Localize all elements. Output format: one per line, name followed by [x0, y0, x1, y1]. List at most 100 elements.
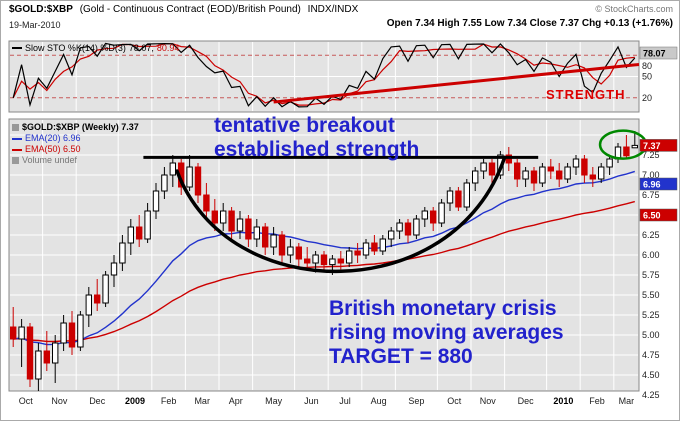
- y-tick-label: 4.50: [642, 370, 660, 380]
- x-month-label: 2010: [553, 396, 573, 406]
- sto-d-line: [12, 43, 635, 106]
- chart-header: $GOLD:$XBP (Gold - Continuous Contract (…: [9, 4, 358, 15]
- candle-body: [371, 242, 378, 252]
- legend-symbol-label: $GOLD:$XBP (Weekly) 7.37: [22, 122, 139, 132]
- ticker-description: (Gold - Continuous Contract (EOD)/Britis…: [79, 4, 301, 15]
- candle-body: [354, 250, 361, 256]
- candle-body: [430, 210, 437, 224]
- candle-body: [77, 314, 84, 348]
- y-tick-label: 5.75: [642, 270, 660, 280]
- y-tick-label: 7.00: [642, 170, 660, 180]
- candle-body: [556, 170, 563, 180]
- sto-k-line: [12, 42, 636, 108]
- annotation-strength: STRENGTH: [546, 87, 626, 102]
- indicator-legend: Slow STO %K(14) %D(3) 78.07, 80.94: [12, 43, 179, 53]
- y-tick-label: 4.75: [642, 350, 660, 360]
- x-month-label: Oct: [447, 396, 462, 406]
- x-month-label: Nov: [480, 396, 497, 406]
- sto-d-value: 80.94: [156, 43, 180, 53]
- ema50-line-swatch-icon: [12, 148, 22, 151]
- candle-body: [94, 294, 101, 304]
- candle-body: [10, 326, 17, 340]
- candle-body: [169, 162, 177, 176]
- x-month-label: May: [265, 396, 283, 406]
- candle-body: [514, 162, 521, 180]
- y-tick-label: 6.00: [642, 250, 660, 260]
- axis-price-box: [639, 177, 678, 191]
- annotation-target: British monetary crisis rising moving av…: [329, 297, 564, 368]
- candle-body: [304, 258, 311, 264]
- x-month-label: Aug: [371, 396, 387, 406]
- candle-body: [186, 166, 193, 188]
- candle-body: [220, 210, 227, 224]
- legend-volume-row: Volume undef: [12, 155, 139, 166]
- candle-body: [228, 210, 235, 232]
- sto-lower-label: 20: [642, 93, 652, 103]
- legend-ema50-label: EMA(50) 6.50: [25, 144, 81, 154]
- y-tick-label: 6.75: [642, 190, 660, 200]
- x-month-label: Jun: [304, 396, 319, 406]
- candle-body: [110, 262, 118, 276]
- candle-body: [295, 246, 303, 260]
- candle-body: [152, 190, 160, 212]
- x-month-label: Dec: [518, 396, 535, 406]
- x-month-label: Mar: [194, 396, 210, 406]
- ema20-line: [13, 170, 636, 346]
- candle-body: [136, 226, 143, 240]
- x-month-label: Feb: [161, 396, 177, 406]
- candle-body: [43, 350, 50, 364]
- y-tick-label: 7.25: [642, 150, 660, 160]
- candle-body: [337, 258, 345, 264]
- candle-body: [194, 166, 202, 196]
- candle-body: [320, 254, 328, 266]
- candle-body: [623, 146, 630, 157]
- candle-body: [329, 258, 336, 266]
- candle-body: [421, 210, 429, 220]
- candle-body: [455, 190, 462, 208]
- candle-body: [463, 182, 471, 208]
- candle-body: [60, 322, 67, 344]
- candle-body: [589, 174, 596, 180]
- sto-value-box-label: 78.07: [643, 49, 666, 59]
- sto-mid-label: 50: [642, 72, 652, 82]
- x-month-label: Oct: [19, 396, 34, 406]
- sto-line-swatch-icon: [12, 47, 22, 49]
- y-tick-label: 5.00: [642, 330, 660, 340]
- candle-body: [404, 222, 412, 236]
- candle-body: [203, 194, 210, 212]
- candle-body: [85, 294, 92, 316]
- candle-body: [581, 158, 588, 176]
- candle-body: [18, 326, 25, 340]
- candle-body: [480, 162, 487, 172]
- ema20-line-swatch-icon: [12, 137, 22, 140]
- candle-body: [438, 202, 445, 224]
- candle-body: [127, 226, 134, 244]
- main-legend: $GOLD:$XBP (Weekly) 7.37 EMA(20) 6.96 EM…: [12, 122, 139, 166]
- series-icon: [12, 124, 19, 131]
- candle-body: [522, 170, 529, 180]
- candle-body: [472, 170, 479, 184]
- chart-date: 19-Mar-2010: [9, 20, 61, 30]
- y-tick-label: 5.50: [642, 290, 660, 300]
- y-tick-label: 4.25: [642, 390, 660, 400]
- x-month-label: 2009: [125, 396, 145, 406]
- y-tick-label: 5.25: [642, 310, 660, 320]
- candle-body: [346, 250, 353, 264]
- candle-body: [144, 210, 151, 240]
- indicator-legend-label: Slow STO %K(14) %D(3): [25, 43, 126, 53]
- x-month-label: Apr: [229, 396, 243, 406]
- candle-body: [236, 218, 244, 232]
- axis-price-box-label: 6.96: [643, 180, 661, 190]
- candle-body: [413, 218, 420, 236]
- x-month-label: Jul: [339, 396, 351, 406]
- candle-body: [312, 254, 319, 264]
- candle-body: [631, 144, 638, 149]
- candle-body: [102, 274, 109, 304]
- legend-volume-label: Volume undef: [22, 155, 78, 165]
- candle-body: [379, 238, 387, 252]
- candle-body: [253, 226, 261, 240]
- cup-curve: [175, 155, 507, 274]
- x-month-label: Feb: [589, 396, 605, 406]
- ohlc-readout: Open 7.34 High 7.55 Low 7.34 Close 7.37 …: [386, 18, 673, 29]
